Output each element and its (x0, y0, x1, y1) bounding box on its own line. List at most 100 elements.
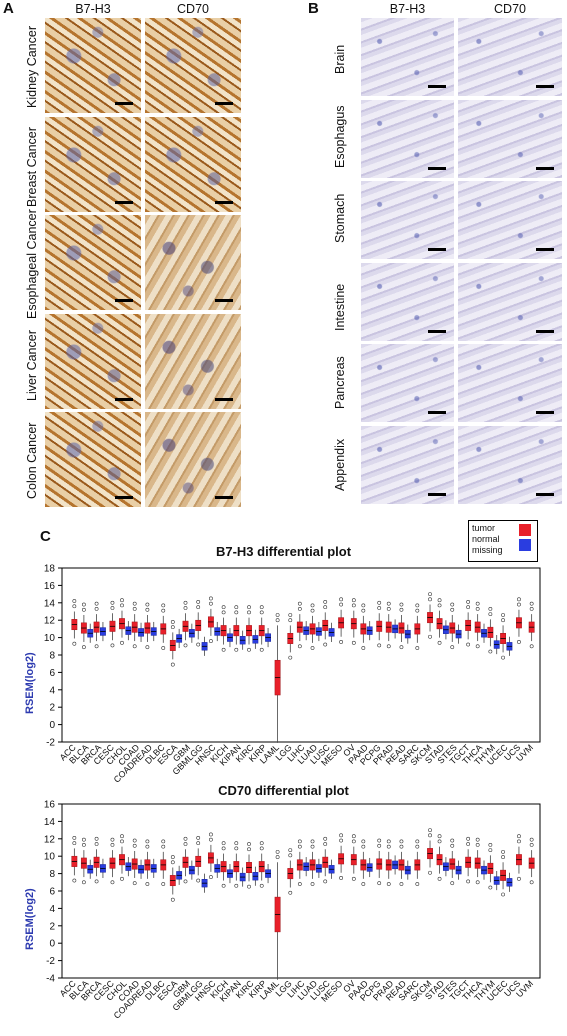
outlier-point (247, 847, 251, 852)
scale-bar (115, 299, 133, 302)
scale-bar (215, 200, 233, 204)
outlier-point (428, 833, 432, 838)
scale-bar (536, 166, 554, 170)
outlier-point (297, 606, 302, 611)
outlier-point (170, 855, 175, 859)
outlier-point (275, 855, 280, 859)
panel-a-col-b7h3: B7-H3 (75, 2, 111, 16)
ihc-image-appendix-b7-h3 (361, 425, 454, 504)
outlier-point (145, 607, 150, 612)
outlier-point (310, 844, 315, 849)
y-tick-label: 2 (49, 703, 55, 714)
legend-tumor-label: tumor (472, 523, 496, 533)
outlier-point (450, 645, 455, 650)
outlier-point (310, 839, 315, 844)
outlier-point (323, 842, 328, 846)
row-label-breast-cancer: Breast Cancer (25, 126, 39, 207)
outlier-point (170, 860, 175, 865)
outlier-point (450, 881, 455, 886)
outlier-point (529, 606, 534, 611)
outlier-point (234, 883, 239, 888)
outlier-point (361, 603, 366, 608)
outlier-point (297, 839, 302, 844)
outlier-point (377, 643, 382, 648)
outlier-point (437, 876, 442, 881)
outlier-point (415, 839, 420, 844)
outlier-point (466, 605, 471, 610)
outlier-point (399, 844, 404, 849)
outlier-point (310, 603, 315, 608)
outlier-point (234, 610, 239, 615)
row-label-liver-cancer: Liver Cancer (25, 329, 39, 401)
outlier-point (517, 834, 521, 839)
outlier-point (234, 605, 239, 610)
scale-bar (536, 329, 554, 333)
outlier-point (466, 842, 471, 846)
outlier-point (234, 841, 239, 846)
y-tick-label: 8 (49, 869, 55, 880)
outlier-point (501, 618, 505, 623)
outlier-point (120, 598, 124, 603)
chart1-title: B7-H3 differential plot (215, 544, 352, 559)
ihc-image-esophageal-cancer-b7-h3 (45, 215, 141, 310)
outlier-point (161, 844, 166, 849)
outlier-point (161, 882, 166, 886)
outlier-point (361, 844, 366, 849)
panel-c-label: C (40, 528, 51, 545)
scale-bar (536, 492, 554, 496)
outlier-point (183, 836, 188, 841)
outlier-point (72, 836, 77, 840)
outlier-point (488, 842, 493, 847)
outlier-point (72, 641, 77, 646)
outlier-point (221, 846, 226, 851)
outlier-point (297, 644, 302, 649)
outlier-point (259, 841, 264, 846)
outlier-point (132, 601, 137, 606)
outlier-point (132, 838, 137, 843)
outlier-point (377, 843, 382, 848)
outlier-point (120, 876, 124, 881)
outlier-point (196, 878, 201, 883)
outlier-point (288, 848, 293, 853)
outlier-point (361, 608, 366, 613)
outlier-point (415, 646, 420, 650)
outlier-point (501, 892, 505, 897)
outlier-point (183, 600, 188, 605)
outlier-point (170, 897, 175, 902)
outlier-point (259, 610, 264, 615)
outlier-point (288, 655, 293, 660)
outlier-point (275, 849, 280, 854)
row-label-esophageal-cancer: Esophageal Cancer (25, 208, 39, 319)
outlier-point (437, 598, 442, 603)
outlier-point (529, 880, 534, 885)
outlier-point (132, 606, 137, 611)
outlier-point (183, 879, 188, 884)
chart2-title: CD70 differential plot (218, 783, 349, 798)
outlier-point (501, 655, 505, 660)
outlier-point (517, 876, 521, 881)
y-tick-label: 2 (49, 921, 55, 932)
outlier-point (437, 603, 442, 608)
scale-bar (215, 496, 233, 499)
outlier-point (517, 640, 521, 644)
outlier-point (120, 603, 124, 608)
outlier-point (323, 605, 328, 610)
outlier-point (196, 841, 201, 846)
outlier-point (386, 839, 391, 844)
outlier-point (339, 833, 344, 838)
scale-bar (215, 299, 233, 302)
outlier-point (170, 625, 175, 630)
panel-b-col-cd70: CD70 (494, 2, 526, 16)
outlier-point (183, 606, 188, 610)
y-tick-label: 0 (49, 720, 55, 731)
row-label-kidney-cancer: Kidney Cancer (25, 26, 39, 109)
outlier-point (94, 879, 99, 884)
outlier-point (450, 602, 455, 607)
outlier-point (310, 646, 315, 650)
outlier-point (297, 844, 302, 849)
ihc-image-stomach-b7-h3 (361, 181, 454, 259)
outlier-point (110, 880, 115, 885)
outlier-point (415, 844, 420, 849)
outlier-point (450, 607, 455, 612)
outlier-point (161, 603, 166, 608)
